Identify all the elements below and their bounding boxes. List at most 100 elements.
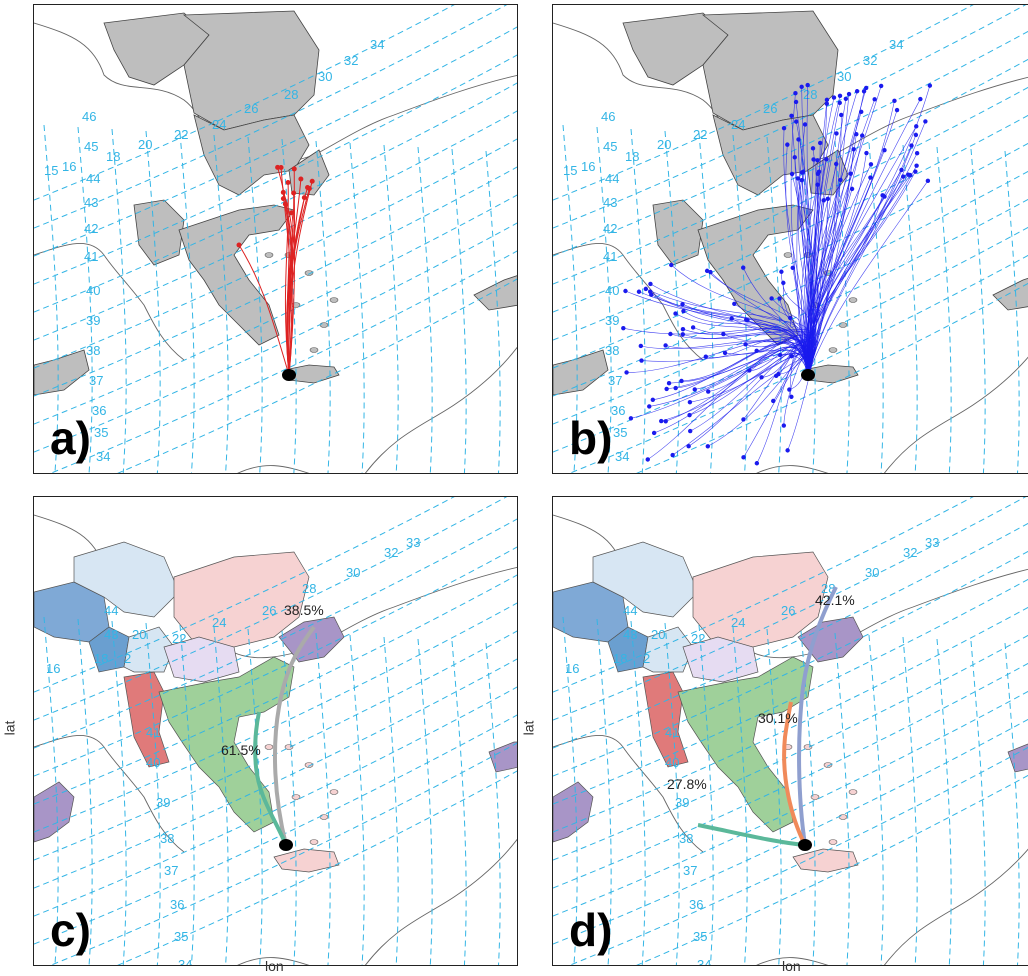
grid-label: 24 xyxy=(731,117,745,132)
trajectory-point xyxy=(796,137,800,141)
coastline xyxy=(883,837,1028,966)
grid-label: 46 xyxy=(82,109,96,124)
graticule-meridian xyxy=(903,637,917,966)
cluster-percentage: 38.5% xyxy=(284,602,324,618)
trajectory-point xyxy=(644,287,648,291)
grid-label: 28 xyxy=(284,87,298,102)
island xyxy=(320,815,328,820)
graticule-meridian xyxy=(418,639,432,966)
cluster-percentage: 27.8% xyxy=(667,776,707,792)
graticule-meridian xyxy=(869,143,883,474)
graticule-meridian xyxy=(350,143,364,474)
grid-label: 26 xyxy=(763,101,777,116)
graticule-meridian xyxy=(486,643,500,966)
trajectory-point xyxy=(791,266,795,270)
grid-label: 36 xyxy=(611,403,625,418)
trajectory-point xyxy=(667,381,671,385)
trajectory-point xyxy=(800,178,804,182)
trajectory-point xyxy=(834,131,838,135)
grid-label: 45 xyxy=(84,139,98,154)
trajectory-point xyxy=(648,290,652,294)
trajectory-point xyxy=(305,185,310,190)
grid-label: 35 xyxy=(94,425,108,440)
trajectory-point xyxy=(292,166,297,171)
trajectory-point xyxy=(855,89,859,93)
grid-label: 33 xyxy=(406,535,420,550)
country xyxy=(553,350,608,395)
cluster-percentage: 42.1% xyxy=(815,592,855,608)
trajectory-point xyxy=(624,370,628,374)
trajectory-point xyxy=(811,146,815,150)
map-panel-a: 46 45 15 16 44 43 42 41 40 39 38 37 36 35 34 18 20 22 24 26… xyxy=(33,4,518,474)
trajectory-point xyxy=(818,141,822,145)
trajectory-point xyxy=(237,243,242,248)
trajectory-point xyxy=(732,302,736,306)
island xyxy=(839,815,847,820)
trajectory-point xyxy=(794,119,798,123)
grid-label: 16 xyxy=(46,661,60,676)
graticule-meridian xyxy=(486,151,500,474)
island xyxy=(829,348,837,353)
grid-label: 40 xyxy=(146,755,160,770)
trajectory-point xyxy=(663,343,667,347)
map-panel-d: 44 43 18 16 2 20 22 24 26 28 30 32 33 41 40 39 38 37 36 35 3… xyxy=(552,496,1028,966)
trajectory-point xyxy=(673,311,677,315)
island xyxy=(320,323,328,328)
trajectory-point xyxy=(923,119,927,123)
grid-label: 34 xyxy=(889,37,903,52)
island xyxy=(310,840,318,845)
coastline xyxy=(753,466,833,474)
trajectory-point xyxy=(901,174,905,178)
origin-marker xyxy=(801,369,815,381)
grid-label: 16 xyxy=(581,159,595,174)
coastline xyxy=(364,345,518,474)
coastline xyxy=(364,837,518,966)
grid-label: 39 xyxy=(675,795,689,810)
trajectory-point xyxy=(673,386,677,390)
trajectory-point xyxy=(789,114,793,118)
grid-label: 30 xyxy=(318,69,332,84)
grid-label: 16 xyxy=(565,661,579,676)
grid-label: 36 xyxy=(689,897,703,912)
graticule-parallel xyxy=(553,742,1028,966)
country xyxy=(134,200,184,265)
grid-label: 24 xyxy=(212,117,226,132)
grid-label: 32 xyxy=(903,545,917,560)
map-canvas-d: 44431816220 22242628303233414039383736353… xyxy=(553,497,1028,966)
graticule-meridian xyxy=(350,635,364,966)
grid-label: 24 xyxy=(731,615,745,630)
trajectory-point xyxy=(913,169,917,173)
graticule-meridian xyxy=(971,149,985,474)
trajectory-point xyxy=(743,342,747,346)
trajectory-point xyxy=(781,281,785,285)
trajectory-point xyxy=(811,157,815,161)
region xyxy=(553,782,593,842)
grid-label: 35 xyxy=(613,425,627,440)
grid-label: 15 xyxy=(44,163,58,178)
grid-label: 26 xyxy=(781,603,795,618)
trajectory-point xyxy=(659,419,663,423)
grid-label: 28 xyxy=(302,581,316,596)
graticule-meridian xyxy=(452,641,466,966)
country xyxy=(653,200,703,265)
trajectory-point xyxy=(637,290,641,294)
graticule-meridian xyxy=(146,131,160,474)
trajectory-line xyxy=(807,86,930,375)
region xyxy=(643,672,688,767)
trajectory-point xyxy=(291,191,296,196)
trajectory-point xyxy=(688,429,692,433)
island xyxy=(839,323,847,328)
panel-label-c: c) xyxy=(50,903,91,957)
grid-label: 2 xyxy=(643,651,650,666)
map-canvas-a: 46 45 15 16 44 43 42 41 40 39 38 37 36 35 34 18 20 22 24 26… xyxy=(34,5,518,474)
grid-label: 43 xyxy=(84,195,98,210)
trajectory-point xyxy=(838,101,842,105)
graticule-meridian xyxy=(316,633,330,966)
trajectory-point xyxy=(741,455,745,459)
grid-label: 18 xyxy=(613,651,627,666)
grid-label: 38 xyxy=(679,831,693,846)
country xyxy=(179,205,294,345)
grid-label: 42 xyxy=(603,221,617,236)
island xyxy=(265,253,273,258)
graticule-meridian xyxy=(903,145,917,474)
